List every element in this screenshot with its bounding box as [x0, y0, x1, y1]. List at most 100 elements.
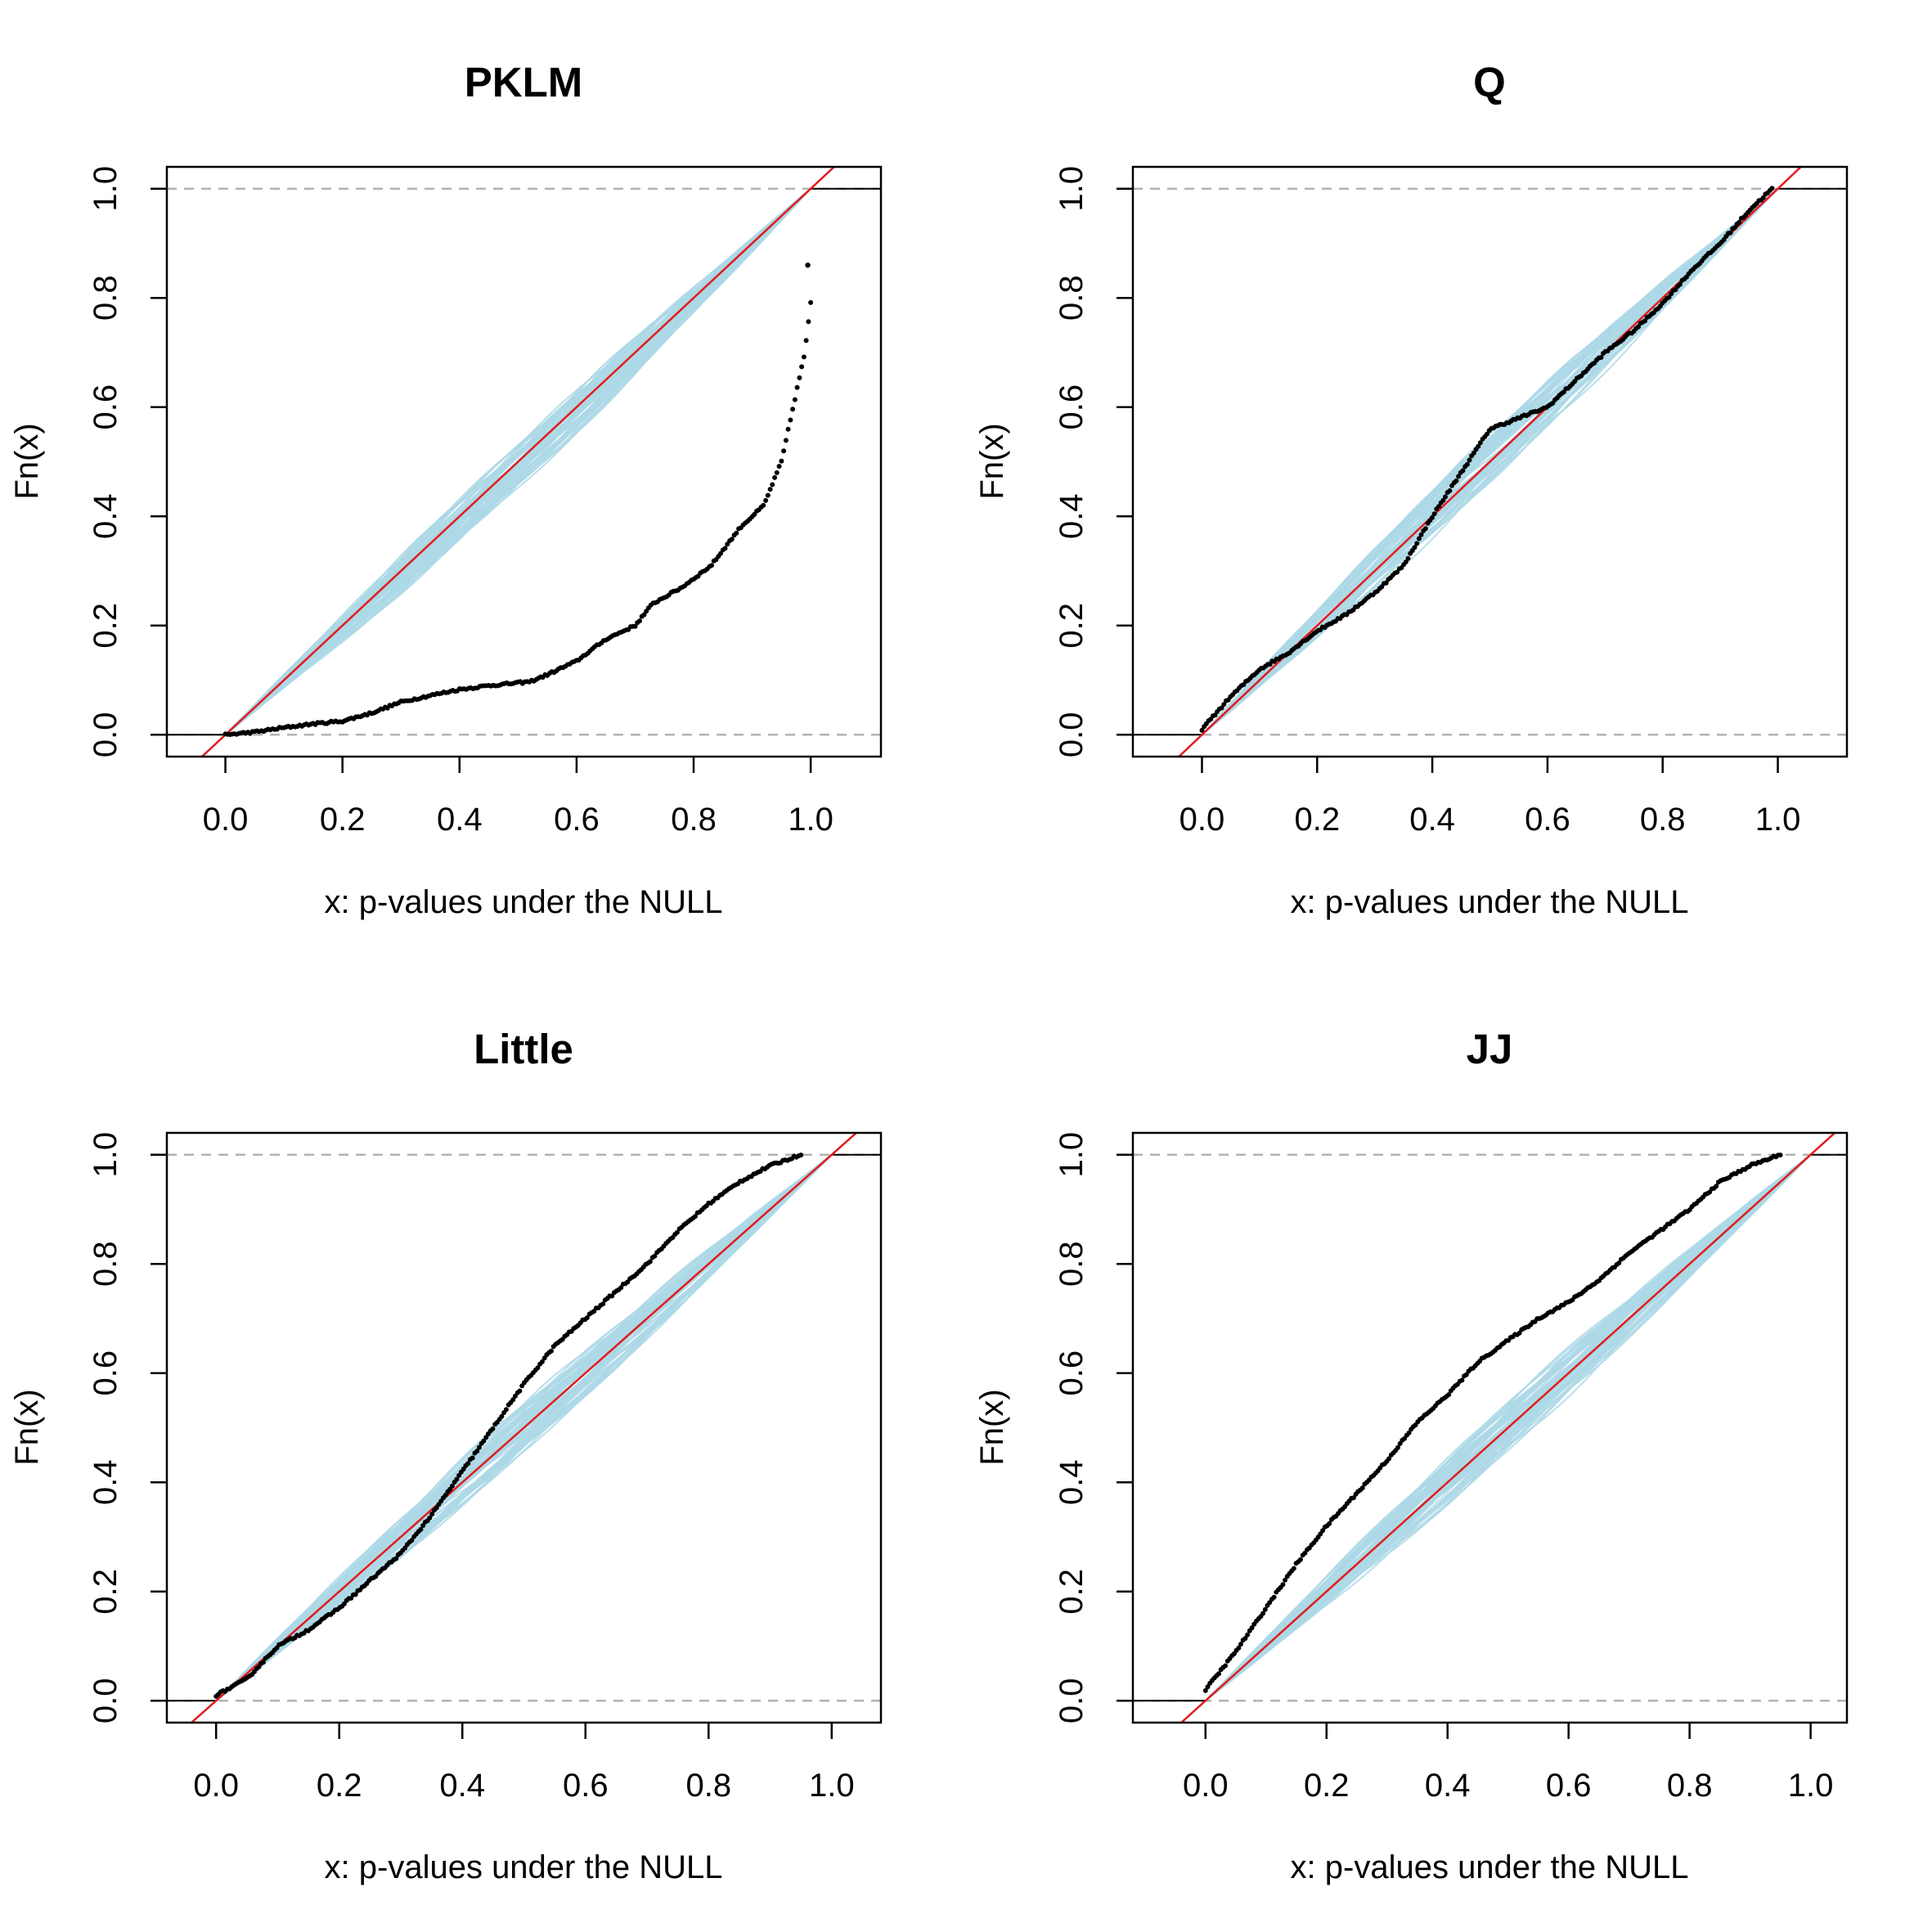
x-tick-label: 0.2 [1304, 1768, 1350, 1804]
y-tick-label: 0.0 [88, 1678, 124, 1723]
observed-point [1422, 526, 1428, 532]
observed-point [781, 448, 787, 454]
observed-point [1443, 494, 1448, 500]
observed-point [1298, 1557, 1303, 1562]
observed-point [767, 487, 773, 492]
observed-point [470, 1455, 475, 1461]
null-ecdf-line [1201, 187, 1779, 735]
y-tick-label: 0.4 [88, 493, 124, 539]
observed-point [806, 319, 811, 325]
null-ecdf-line [215, 1153, 833, 1702]
null-ecdf-line [224, 188, 811, 736]
null-ecdf-line [224, 188, 811, 736]
observed-point [783, 438, 789, 443]
observed-point [805, 262, 811, 268]
x-tick-label: 0.0 [193, 1768, 239, 1804]
x-tick-label: 0.2 [320, 802, 366, 838]
observed-point [1223, 1663, 1229, 1669]
observed-point [1418, 532, 1424, 537]
y-tick-label: 0.6 [88, 1350, 124, 1396]
y-axis-label: Fn(x) [9, 1389, 45, 1465]
observed-point [1430, 514, 1435, 520]
observed-point [474, 1449, 480, 1454]
null-ecdf-line [224, 188, 811, 736]
observed-point [1456, 474, 1462, 479]
x-tick-label: 0.0 [1183, 1768, 1229, 1804]
plot-area: 0.0 0.2 0.4 0.6 0.8 1.0 0.0 0.2 0.4 0.6 0.8 1.0 [88, 165, 883, 838]
plot-content [1133, 1133, 1847, 1723]
x-tick-label: 0.8 [671, 802, 717, 838]
observed-point [1464, 461, 1470, 467]
x-tick-label: 0.4 [1409, 802, 1455, 838]
null-ecdf-line [215, 1153, 833, 1702]
observed-point [1459, 1377, 1465, 1383]
x-tick-label: 0.0 [1179, 802, 1225, 838]
x-tick-label: 1.0 [1755, 802, 1801, 838]
observed-point [1616, 1260, 1622, 1266]
plot-title: JJ [1467, 1026, 1513, 1072]
observed-point [729, 537, 735, 542]
plot-title: Q [1473, 59, 1506, 106]
observed-point [1416, 536, 1422, 541]
observed-point [1446, 1392, 1452, 1398]
null-ecdf-line [224, 188, 811, 736]
x-axis-label: x: p-values under the NULL [1291, 884, 1689, 920]
observed-point [1327, 1521, 1332, 1526]
observed-point [1414, 541, 1420, 546]
plot-content [1133, 167, 1847, 757]
observed-point [1236, 1645, 1242, 1651]
y-axis-label: Fn(x) [974, 423, 1010, 499]
observed-point [1642, 318, 1647, 324]
null-ecdf-line [224, 187, 811, 735]
observed-point [1271, 1594, 1277, 1600]
observed-point [1280, 1582, 1286, 1588]
null-ecdf-line [1201, 187, 1779, 736]
observed-point [1777, 1152, 1783, 1158]
y-tick-label: 1.0 [88, 1132, 124, 1178]
x-tick-label: 1.0 [809, 1768, 855, 1804]
observed-point [1728, 230, 1733, 236]
observed-ecdf [1202, 1152, 1783, 1693]
observed-point [517, 1388, 523, 1394]
x-axis-label: x: p-values under the NULL [325, 1849, 723, 1885]
x-tick-label: 0.6 [1525, 802, 1570, 838]
y-tick-label: 0.4 [1054, 493, 1090, 539]
observed-point [798, 1152, 804, 1158]
observed-point [765, 492, 771, 498]
null-ecdf-line [1201, 187, 1779, 735]
observed-point [1714, 1184, 1719, 1189]
null-ecdf-line [1205, 1153, 1812, 1702]
y-axis-label: Fn(x) [974, 1389, 1010, 1465]
observed-point [788, 417, 793, 423]
observed-point [1202, 1687, 1208, 1693]
plot-area: 0.0 0.2 0.4 0.6 0.8 1.0 0.0 0.2 0.4 0.6 0.8 1.0 [1054, 1131, 1849, 1804]
plot-content [167, 167, 881, 757]
x-tick-label: 0.8 [685, 1768, 731, 1804]
observed-point [652, 1253, 658, 1259]
observed-point [443, 1492, 448, 1498]
x-tick-label: 0.6 [563, 1768, 609, 1804]
observed-point [539, 1359, 545, 1364]
observed-point [1453, 478, 1459, 483]
observed-point [393, 1556, 399, 1561]
observed-point [1440, 497, 1446, 503]
null-ecdf-line [215, 1153, 833, 1702]
observed-point [718, 550, 723, 556]
y-tick-label: 1.0 [88, 166, 124, 212]
y-tick-label: 0.8 [88, 1241, 124, 1287]
observed-point [454, 1476, 460, 1482]
plot-title: PKLM [465, 59, 582, 106]
observed-point [1302, 1550, 1308, 1556]
x-tick-label: 0.8 [1667, 1768, 1713, 1804]
observed-point [1447, 488, 1453, 493]
observed-point [1260, 1611, 1266, 1616]
observed-point [1395, 1445, 1400, 1450]
x-axis-label: x: p-values under the NULL [1291, 1849, 1689, 1885]
x-tick-label: 0.6 [1546, 1768, 1592, 1804]
reference-line [200, 167, 836, 757]
null-ecdf-line [215, 1153, 833, 1702]
null-ecdf-line [1201, 187, 1779, 736]
observed-point [1406, 1430, 1412, 1436]
observed-ecdf [213, 1152, 804, 1699]
